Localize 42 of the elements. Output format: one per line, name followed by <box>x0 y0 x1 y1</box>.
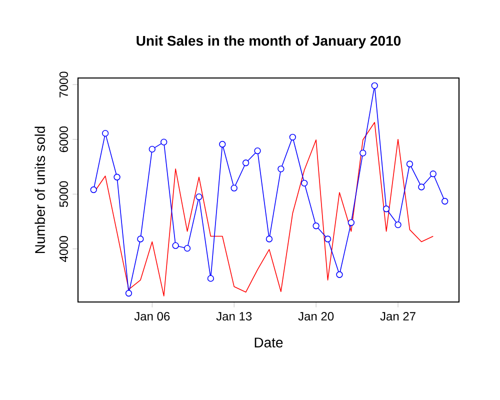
x-tick-label: Jan 13 <box>216 312 252 321</box>
point <box>301 180 308 186</box>
y-tick-label: 6000 <box>59 126 68 152</box>
x-axis-title: Date <box>254 338 283 348</box>
y-tick-label: 7000 <box>59 72 68 98</box>
x-tick-label: Jan 06 <box>134 312 170 321</box>
point <box>430 170 436 178</box>
point <box>102 130 109 137</box>
point <box>242 160 250 166</box>
point <box>348 219 355 226</box>
point <box>394 221 402 228</box>
point <box>137 236 144 242</box>
point <box>172 242 179 249</box>
point <box>266 236 273 242</box>
point <box>336 271 343 278</box>
point <box>196 194 202 200</box>
point <box>289 134 296 140</box>
y-tick-label: 5000 <box>59 181 68 207</box>
point <box>160 138 168 146</box>
point <box>125 290 132 297</box>
point <box>324 236 332 242</box>
point <box>207 275 214 282</box>
point <box>184 244 191 252</box>
y-axis-title: Number of units sold <box>34 126 45 254</box>
x-tick-label: Jan 20 <box>298 312 334 321</box>
point <box>278 166 284 172</box>
point <box>360 150 366 156</box>
chart-title: Unit Sales in the month of January 2010 <box>136 35 401 49</box>
point <box>418 184 425 190</box>
point <box>230 184 238 192</box>
point <box>442 198 448 205</box>
point <box>406 160 414 168</box>
point <box>312 222 320 230</box>
point <box>219 140 226 148</box>
point <box>371 82 378 89</box>
point <box>148 146 156 153</box>
y-tick-label: 4000 <box>59 236 68 262</box>
point <box>90 186 97 194</box>
point <box>254 148 261 154</box>
point <box>114 174 120 180</box>
x-tick-label: Jan 27 <box>380 312 416 321</box>
point <box>382 206 390 212</box>
